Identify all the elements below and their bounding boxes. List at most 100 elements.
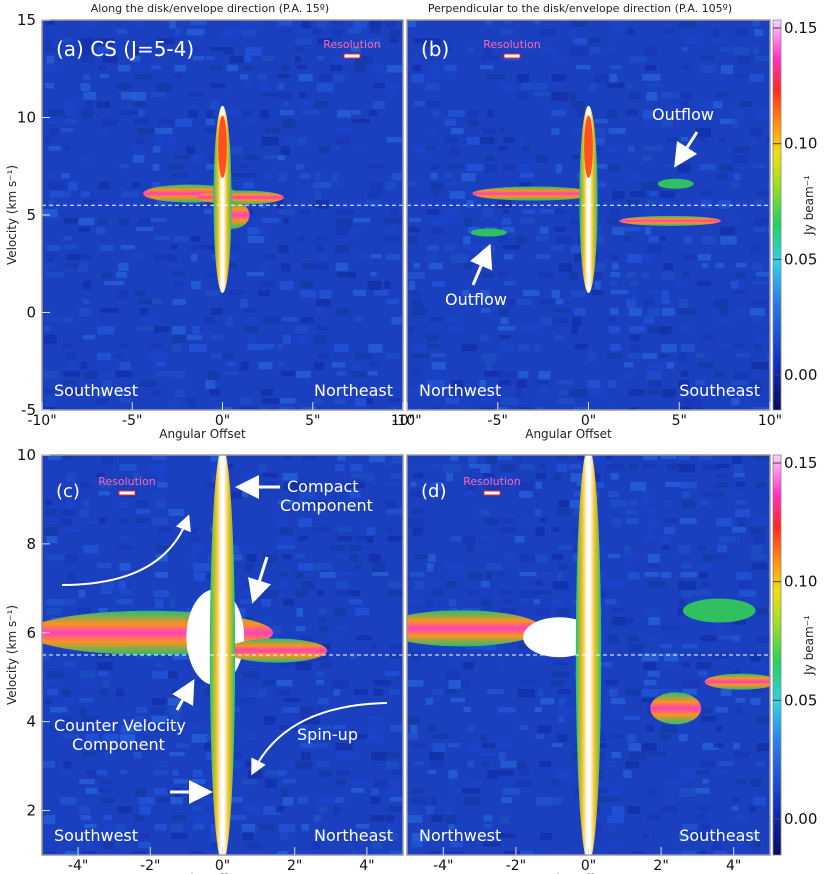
noise-patch [119,563,131,571]
noise-patch [660,299,671,305]
noise-patch [120,245,135,250]
noise-patch [432,110,439,118]
noise-patch [623,236,634,242]
noise-patch [208,371,220,380]
noise-patch [752,563,768,570]
noise-patch [385,761,400,770]
noise-patch [366,200,381,207]
noise-patch [205,56,215,61]
noise-patch [610,29,622,37]
noise-patch [450,146,461,155]
noise-patch [386,299,399,305]
noise-patch [443,74,458,80]
noise-patch [737,56,751,65]
noise-patch [486,455,497,464]
noise-patch [46,536,58,544]
noise-patch [315,200,329,209]
noise-patch [628,500,638,506]
noise-patch [732,815,749,822]
noise-patch [300,290,316,298]
noise-patch [188,110,199,118]
noise-patch [557,698,566,707]
noise-patch [96,743,109,751]
noise-patch [62,716,73,724]
noise-patch [175,743,190,749]
noise-patch [659,326,672,335]
noise-patch [534,554,548,563]
noise-patch [295,626,306,632]
noise-patch [61,128,74,133]
noise-patch [96,353,112,361]
noise-patch [750,380,762,389]
noise-patch [517,407,533,410]
noise-patch [62,344,72,349]
noise-patch [134,290,146,297]
noise-patch [336,554,353,559]
noise-patch [713,491,725,498]
noise-patch [369,455,386,463]
noise-patch [103,281,122,286]
noise-patch [553,527,560,533]
noise-patch [410,482,417,487]
noise-patch [354,65,366,73]
noise-patch [556,509,571,516]
noise-patch [445,689,457,694]
noise-patch [283,698,301,703]
noise-patch [281,371,296,377]
noise-patch [518,644,532,649]
x-tick-label: -2" [506,858,526,874]
noise-patch [428,770,436,775]
noise-patch [732,119,739,128]
noise-patch [169,254,177,262]
noise-patch [82,500,90,508]
noise-patch [623,227,641,232]
noise-patch [388,590,403,597]
noise-patch [522,146,530,153]
noise-patch [503,281,516,286]
noise-patch [644,146,663,152]
resolution-label: Resolution [323,38,381,51]
noise-patch [389,29,400,38]
noise-patch [80,815,92,821]
noise-patch [630,851,645,855]
noise-patch [750,698,761,705]
noise-patch [755,191,769,196]
noise-patch [516,74,529,83]
noise-patch [481,545,492,550]
noise-patch [278,173,287,182]
noise-patch [610,842,619,850]
noise-patch [412,65,422,72]
noise-patch [521,83,534,91]
noise-patch [336,770,350,776]
noise-patch [247,236,265,244]
noise-patch [701,263,709,268]
noise-patch [189,47,198,53]
noise-patch [368,344,383,353]
noise-patch [313,743,329,748]
noise-patch [661,626,680,631]
noise-patch [60,191,71,198]
noise-patch [316,308,323,317]
noise-patch [500,29,514,35]
noise-patch [647,200,657,206]
noise-patch [444,119,457,126]
noise-patch [644,299,654,307]
noise-patch [660,455,677,460]
noise-patch [169,752,185,757]
noise-patch [461,788,480,794]
noise-patch [173,725,182,731]
noise-patch [719,164,734,172]
noise-patch [407,326,415,335]
noise-patch [465,407,476,410]
noise-patch [96,101,110,109]
noise-patch [733,218,743,225]
noise-patch [246,119,257,124]
noise-patch [431,164,439,170]
noise-patch [430,353,446,358]
noise-patch [556,236,573,245]
noise-patch [698,362,715,369]
noise-patch [486,110,494,118]
noise-patch [749,74,764,82]
header-right: Perpendicular to the disk/envelope direc… [428,2,732,15]
noise-patch [445,398,459,404]
